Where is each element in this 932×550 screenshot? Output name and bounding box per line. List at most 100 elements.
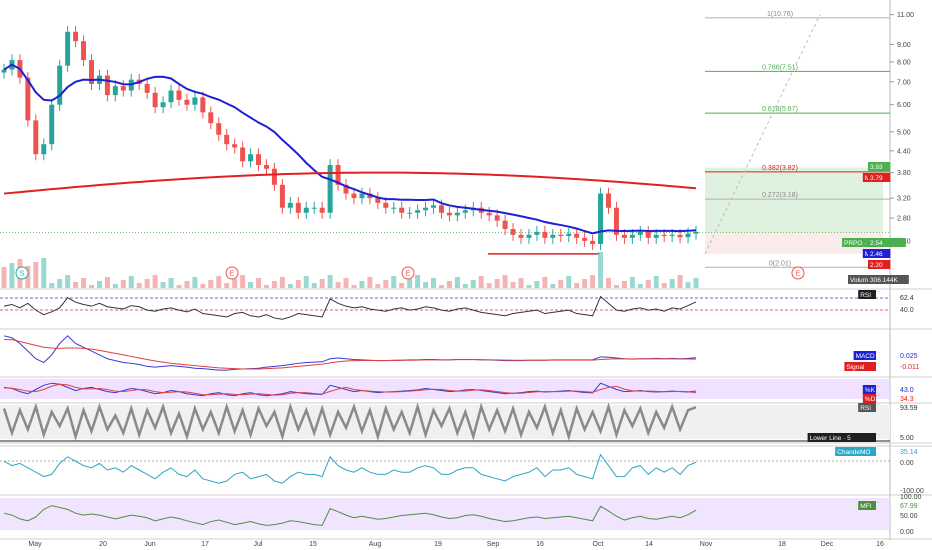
y-tick-label: 4.40 [897,148,911,155]
volume-bar [470,280,476,288]
candle-body [208,112,214,124]
volume-bar [446,281,452,288]
mfi-tick: 0.00 [900,529,914,536]
x-tick-label: May [28,541,42,548]
price-badge [868,275,909,284]
volume-bar [590,275,596,288]
price-badge-text: 2.54 [870,240,883,247]
candle-body [57,65,63,105]
lower-line-value: 5.00 [900,435,914,442]
x-tick-label: 17 [201,541,209,548]
volume-bar [208,280,214,288]
candle-body [41,144,47,155]
volume-bar [287,284,293,288]
volume-bar [351,285,357,288]
candle-body [621,234,627,238]
volume-bar [168,278,174,288]
volume-bar [33,262,39,288]
price-badge-text: 2.20 [870,262,883,269]
volume-bar [57,279,63,288]
candle-body [375,198,381,203]
macd-value: 0.025 [900,353,918,360]
candle-body [120,86,126,91]
volume-bar [383,280,389,288]
volume-bar [518,278,524,288]
volume-bar [256,278,262,288]
stoch-k-badge-text: %K [865,387,876,394]
mfi-band [0,498,890,530]
x-tick-label: Sep [487,541,500,548]
volume-bar [41,258,47,288]
volume-bar [1,267,7,288]
mfi-tick: 50.00 [900,513,918,520]
candle-body [192,97,198,105]
volume-bar [494,279,500,288]
mfi-badge-text: MFI [860,503,871,510]
volume-bar [104,277,110,288]
candle-body [271,168,277,185]
candle-body [49,104,55,145]
candle-body [232,144,238,148]
x-tick-label: 15 [309,541,317,548]
y-tick-label: 7.00 [897,79,911,86]
x-tick-label: Jun [144,541,155,548]
volume-bar [526,285,532,288]
y-tick-label: 8.00 [897,59,911,66]
rsi-badge-label-text: RSI [860,292,871,299]
candle-body [693,231,699,234]
candle-body [168,90,174,103]
candle-body [526,234,532,238]
event-marker-label: E [230,271,235,278]
candle-body [534,231,540,235]
candle-body [224,134,230,145]
candle-body [629,234,635,238]
mfi-value: 67.99 [900,503,918,510]
candle-body [256,154,262,165]
rsi-short-badge-text: RSI [860,405,871,412]
candle-body [240,147,246,162]
volume-bar [534,281,540,288]
rsi-badge-value: 62.4 [900,295,914,302]
x-tick-label: Oct [593,541,604,548]
stoch-d-badge-text: %D [865,396,876,403]
candle-body [574,233,580,238]
signal-line [4,339,697,370]
candle-body [438,205,444,213]
candle-body [542,231,548,238]
candle-body [335,164,341,185]
volume-bar [295,280,301,288]
y-tick-label: 6.00 [897,102,911,109]
candle-body [598,193,604,245]
candle-body [613,207,619,235]
candle-body [606,193,612,208]
volume-bar [391,276,397,288]
candle-body [566,233,572,237]
y-tick-label: 11.00 [897,12,914,19]
mfi-line [3,505,697,526]
volume-bar [248,282,254,288]
candle-body [669,234,675,237]
volume-bar [128,276,134,288]
volume-bar [144,279,150,288]
candle-body [446,212,452,216]
rsi-tick: 40.0 [900,307,914,314]
stoch-k-value: 43.0 [900,387,914,394]
volume-bar [486,283,492,288]
volume-bar [184,281,190,288]
candle-body [359,193,365,199]
volume-bar [112,284,118,288]
volume-bar [303,276,309,288]
candle-body [65,31,71,66]
candle-body [486,212,492,216]
candle-body [104,75,110,96]
volume-bar [637,284,643,288]
volume-bar [65,275,71,288]
cmo-badge [835,447,876,456]
candle-body [1,69,7,73]
volume-bar [216,276,222,288]
macd-badge-text: MACD [856,353,875,360]
candle-body [383,202,389,208]
cmo-badge-text: ChandeMO [837,449,870,456]
candle-body [343,184,349,194]
